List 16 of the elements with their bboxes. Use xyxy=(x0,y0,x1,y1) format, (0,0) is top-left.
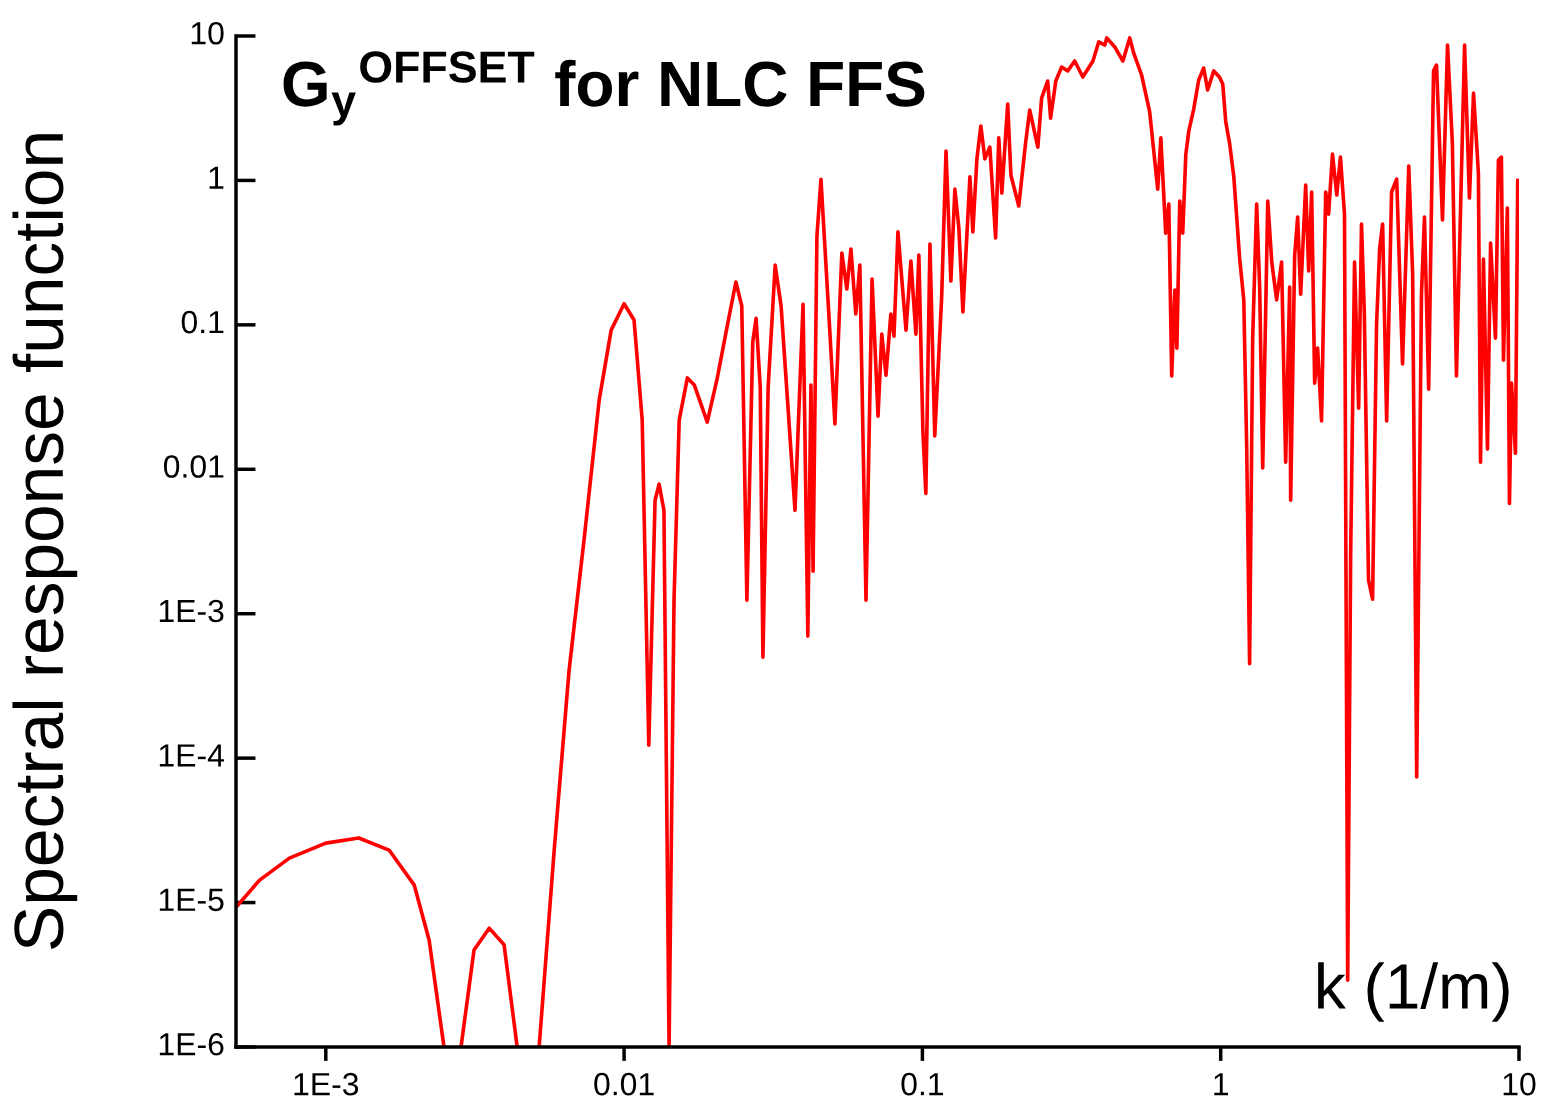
y-tick-label: 1E-4 xyxy=(159,744,224,767)
y-tick-label: 1 xyxy=(209,166,224,189)
x-tick-label: 1 xyxy=(1214,1073,1229,1096)
x-axis-title: k (1/m) xyxy=(1318,962,1509,1022)
y-tick-label: 0.1 xyxy=(181,310,224,334)
chart-title: G$_{y}$$^{OFFSET}$ for NLC FFS xyxy=(283,51,925,126)
x-tick-label: 1E-3 xyxy=(294,1072,359,1096)
y-tick-label: 0.01 xyxy=(163,455,224,478)
y-tick-label: 10 xyxy=(191,21,224,45)
y-axis-title: Spectral response function xyxy=(12,134,78,949)
x-tick-label: 10 xyxy=(1503,1072,1536,1096)
y-tick-label: 1E-3 xyxy=(159,599,224,623)
x-tick-label: 0.01 xyxy=(594,1072,654,1096)
y-tick-label: 1E-6 xyxy=(159,1032,224,1056)
x-tick-label: 0.1 xyxy=(901,1072,944,1096)
y-tick-label: 1E-5 xyxy=(159,888,224,912)
